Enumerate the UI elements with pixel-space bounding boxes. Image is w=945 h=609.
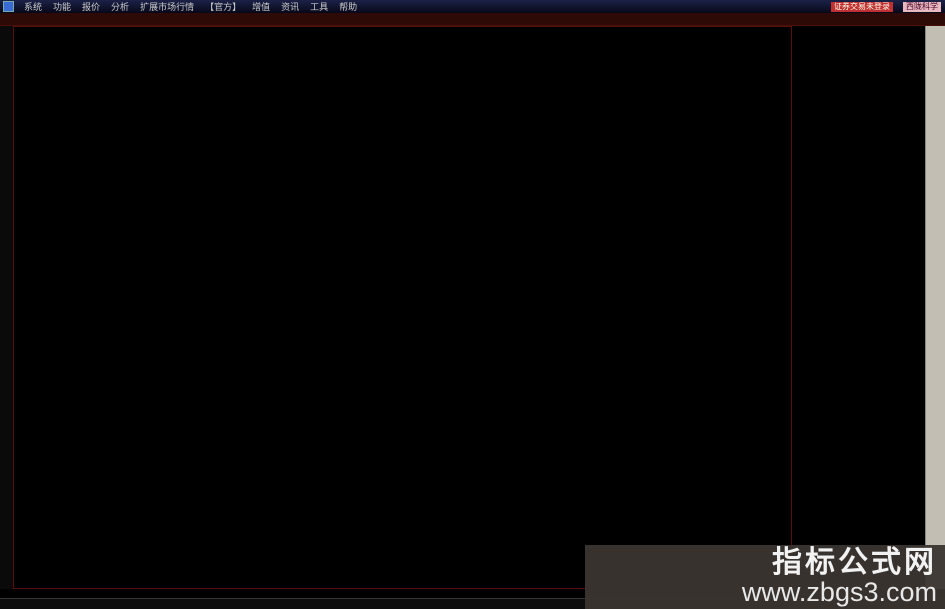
account-chip[interactable]: 西陇科学 [903, 1, 941, 12]
menu-item-扩展市场行情[interactable]: 扩展市场行情 [140, 2, 195, 12]
menu-item-增值[interactable]: 增值 [252, 2, 271, 12]
menu-item-工具[interactable]: 工具 [310, 2, 329, 12]
right-toolbar [925, 26, 945, 589]
app-icon[interactable] [3, 1, 14, 12]
menu-item-帮助[interactable]: 帮助 [339, 2, 358, 12]
main-chart-window [13, 26, 792, 589]
menu-item-功能[interactable]: 功能 [53, 2, 72, 12]
period-bar [0, 13, 945, 26]
menu-bar: 系统 功能 报价 分析 扩展市场行情 【官方】 增值 资讯 工具 帮助 证券交易未登录 西陇科学 [0, 0, 945, 13]
status-bar [0, 598, 945, 609]
menu-item-报价[interactable]: 报价 [82, 2, 101, 12]
menu-item-分析[interactable]: 分析 [111, 2, 130, 12]
menu-item-资讯[interactable]: 资讯 [281, 2, 300, 12]
menu-item-系统[interactable]: 系统 [24, 2, 43, 12]
left-tab-strip [0, 26, 13, 589]
watermark: 指标公式网 www.zbgs3.com [585, 545, 945, 609]
watermark-url: www.zbgs3.com [741, 576, 937, 607]
watermark-title: 指标公式网 [772, 545, 937, 579]
login-status-chip[interactable]: 证券交易未登录 [831, 1, 893, 12]
menu-items: 系统 功能 报价 分析 扩展市场行情 【官方】 增值 资讯 工具 帮助 [24, 0, 357, 13]
menu-item-【官方】[interactable]: 【官方】 [205, 2, 242, 12]
quote-panel [792, 26, 925, 589]
